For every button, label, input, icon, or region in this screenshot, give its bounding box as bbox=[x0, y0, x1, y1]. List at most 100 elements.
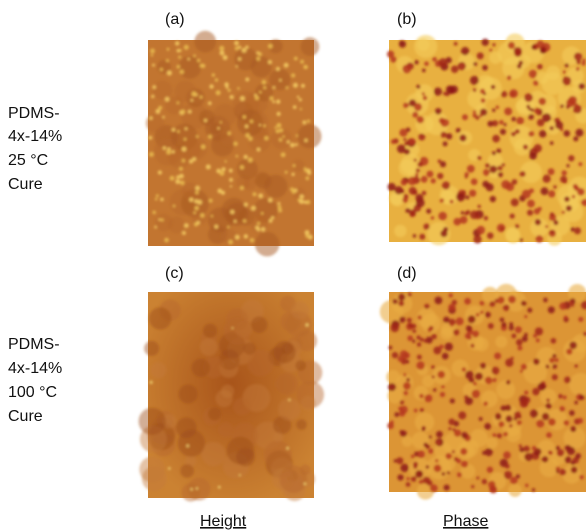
texture-spot bbox=[562, 395, 567, 400]
row-label: 25 °C bbox=[8, 152, 48, 169]
texture-spot bbox=[459, 216, 468, 224]
texture-spot bbox=[293, 56, 298, 61]
texture-spot bbox=[477, 204, 481, 209]
texture-spot bbox=[152, 80, 173, 100]
texture-spot bbox=[483, 401, 488, 406]
texture-spot bbox=[479, 88, 486, 94]
texture-spot bbox=[537, 382, 546, 391]
texture-spot bbox=[484, 448, 493, 457]
texture-spot bbox=[433, 346, 442, 355]
texture-spot bbox=[406, 477, 410, 481]
texture-spot bbox=[579, 474, 584, 480]
texture-spot bbox=[530, 108, 535, 112]
texture-spot bbox=[485, 183, 494, 192]
texture-spot bbox=[401, 435, 413, 447]
texture-spot bbox=[218, 422, 234, 438]
texture-spot bbox=[456, 458, 462, 464]
texture-spot bbox=[564, 196, 570, 202]
texture-spot bbox=[449, 398, 455, 404]
texture-spot bbox=[547, 168, 555, 176]
texture-spot bbox=[523, 360, 548, 385]
texture-spot bbox=[165, 96, 184, 115]
texture-spot bbox=[520, 161, 542, 184]
texture-spot bbox=[398, 406, 403, 411]
texture-spot bbox=[472, 381, 477, 386]
texture-spot bbox=[284, 170, 288, 174]
texture-spot bbox=[433, 464, 442, 473]
texture-spot bbox=[180, 109, 186, 114]
texture-spot bbox=[245, 45, 249, 49]
texture-spot bbox=[258, 90, 262, 94]
texture-spot bbox=[412, 329, 417, 333]
texture-spot bbox=[193, 211, 197, 215]
texture-spot bbox=[303, 200, 308, 204]
texture-spot bbox=[437, 370, 446, 379]
texture-spot bbox=[445, 85, 455, 94]
texture-spot bbox=[388, 345, 393, 350]
texture-spot bbox=[241, 47, 247, 53]
texture-spot bbox=[555, 466, 561, 472]
texture-spot bbox=[404, 148, 410, 155]
texture-spot bbox=[444, 342, 453, 351]
texture-spot bbox=[392, 298, 398, 305]
texture-spot bbox=[431, 365, 435, 370]
texture-spot bbox=[406, 317, 412, 323]
texture-spot bbox=[441, 181, 450, 190]
texture-spot bbox=[574, 103, 579, 108]
texture-spot bbox=[250, 316, 268, 333]
texture-spot bbox=[503, 431, 509, 437]
texture-spot bbox=[545, 224, 549, 229]
texture-spot bbox=[412, 189, 418, 196]
texture-spot bbox=[491, 120, 499, 127]
texture-spot bbox=[196, 58, 201, 63]
texture-spot bbox=[539, 47, 547, 54]
texture-spot bbox=[390, 323, 399, 333]
texture-spot bbox=[509, 89, 518, 98]
texture-spot bbox=[386, 370, 400, 384]
texture-spot bbox=[416, 482, 435, 500]
texture-spot bbox=[440, 131, 447, 138]
texture-spot bbox=[164, 237, 169, 243]
texture-spot bbox=[514, 224, 520, 229]
texture-spot bbox=[191, 358, 211, 378]
texture-spot bbox=[237, 57, 242, 61]
row-label: 4x-14% bbox=[8, 128, 62, 145]
texture-spot bbox=[300, 83, 306, 88]
texture-spot bbox=[492, 108, 496, 112]
texture-spot bbox=[469, 429, 488, 448]
texture-spot bbox=[304, 138, 308, 143]
texture-spot bbox=[529, 152, 537, 160]
texture-spot bbox=[258, 123, 262, 127]
texture-spot bbox=[491, 151, 496, 156]
texture-spot bbox=[231, 327, 234, 330]
texture-spot bbox=[256, 147, 261, 152]
texture-spot bbox=[402, 381, 411, 390]
texture-spot bbox=[260, 212, 264, 215]
texture-spot bbox=[534, 327, 543, 336]
texture-spot bbox=[207, 101, 212, 106]
texture-spot bbox=[422, 374, 435, 388]
texture-spot bbox=[579, 394, 585, 401]
texture-spot bbox=[152, 210, 156, 215]
texture-spot bbox=[541, 455, 549, 463]
texture-spot bbox=[575, 128, 584, 137]
texture-spot bbox=[149, 380, 153, 384]
texture-spot bbox=[201, 441, 226, 467]
texture-spot bbox=[426, 480, 433, 486]
texture-spot bbox=[250, 56, 272, 78]
texture-spot bbox=[491, 366, 500, 375]
texture-spot bbox=[483, 215, 489, 221]
texture-spot bbox=[295, 360, 306, 371]
image-texture bbox=[386, 33, 586, 246]
texture-spot bbox=[305, 323, 309, 327]
texture-spot bbox=[415, 198, 425, 208]
texture-spot bbox=[570, 466, 578, 474]
texture-spot bbox=[190, 98, 194, 102]
texture-spot bbox=[451, 299, 458, 306]
texture-spot bbox=[296, 419, 307, 430]
texture-spot bbox=[550, 337, 557, 344]
texture-spot bbox=[547, 418, 556, 426]
texture-spot bbox=[149, 116, 153, 120]
texture-spot bbox=[526, 104, 531, 109]
texture-spot bbox=[141, 466, 167, 492]
